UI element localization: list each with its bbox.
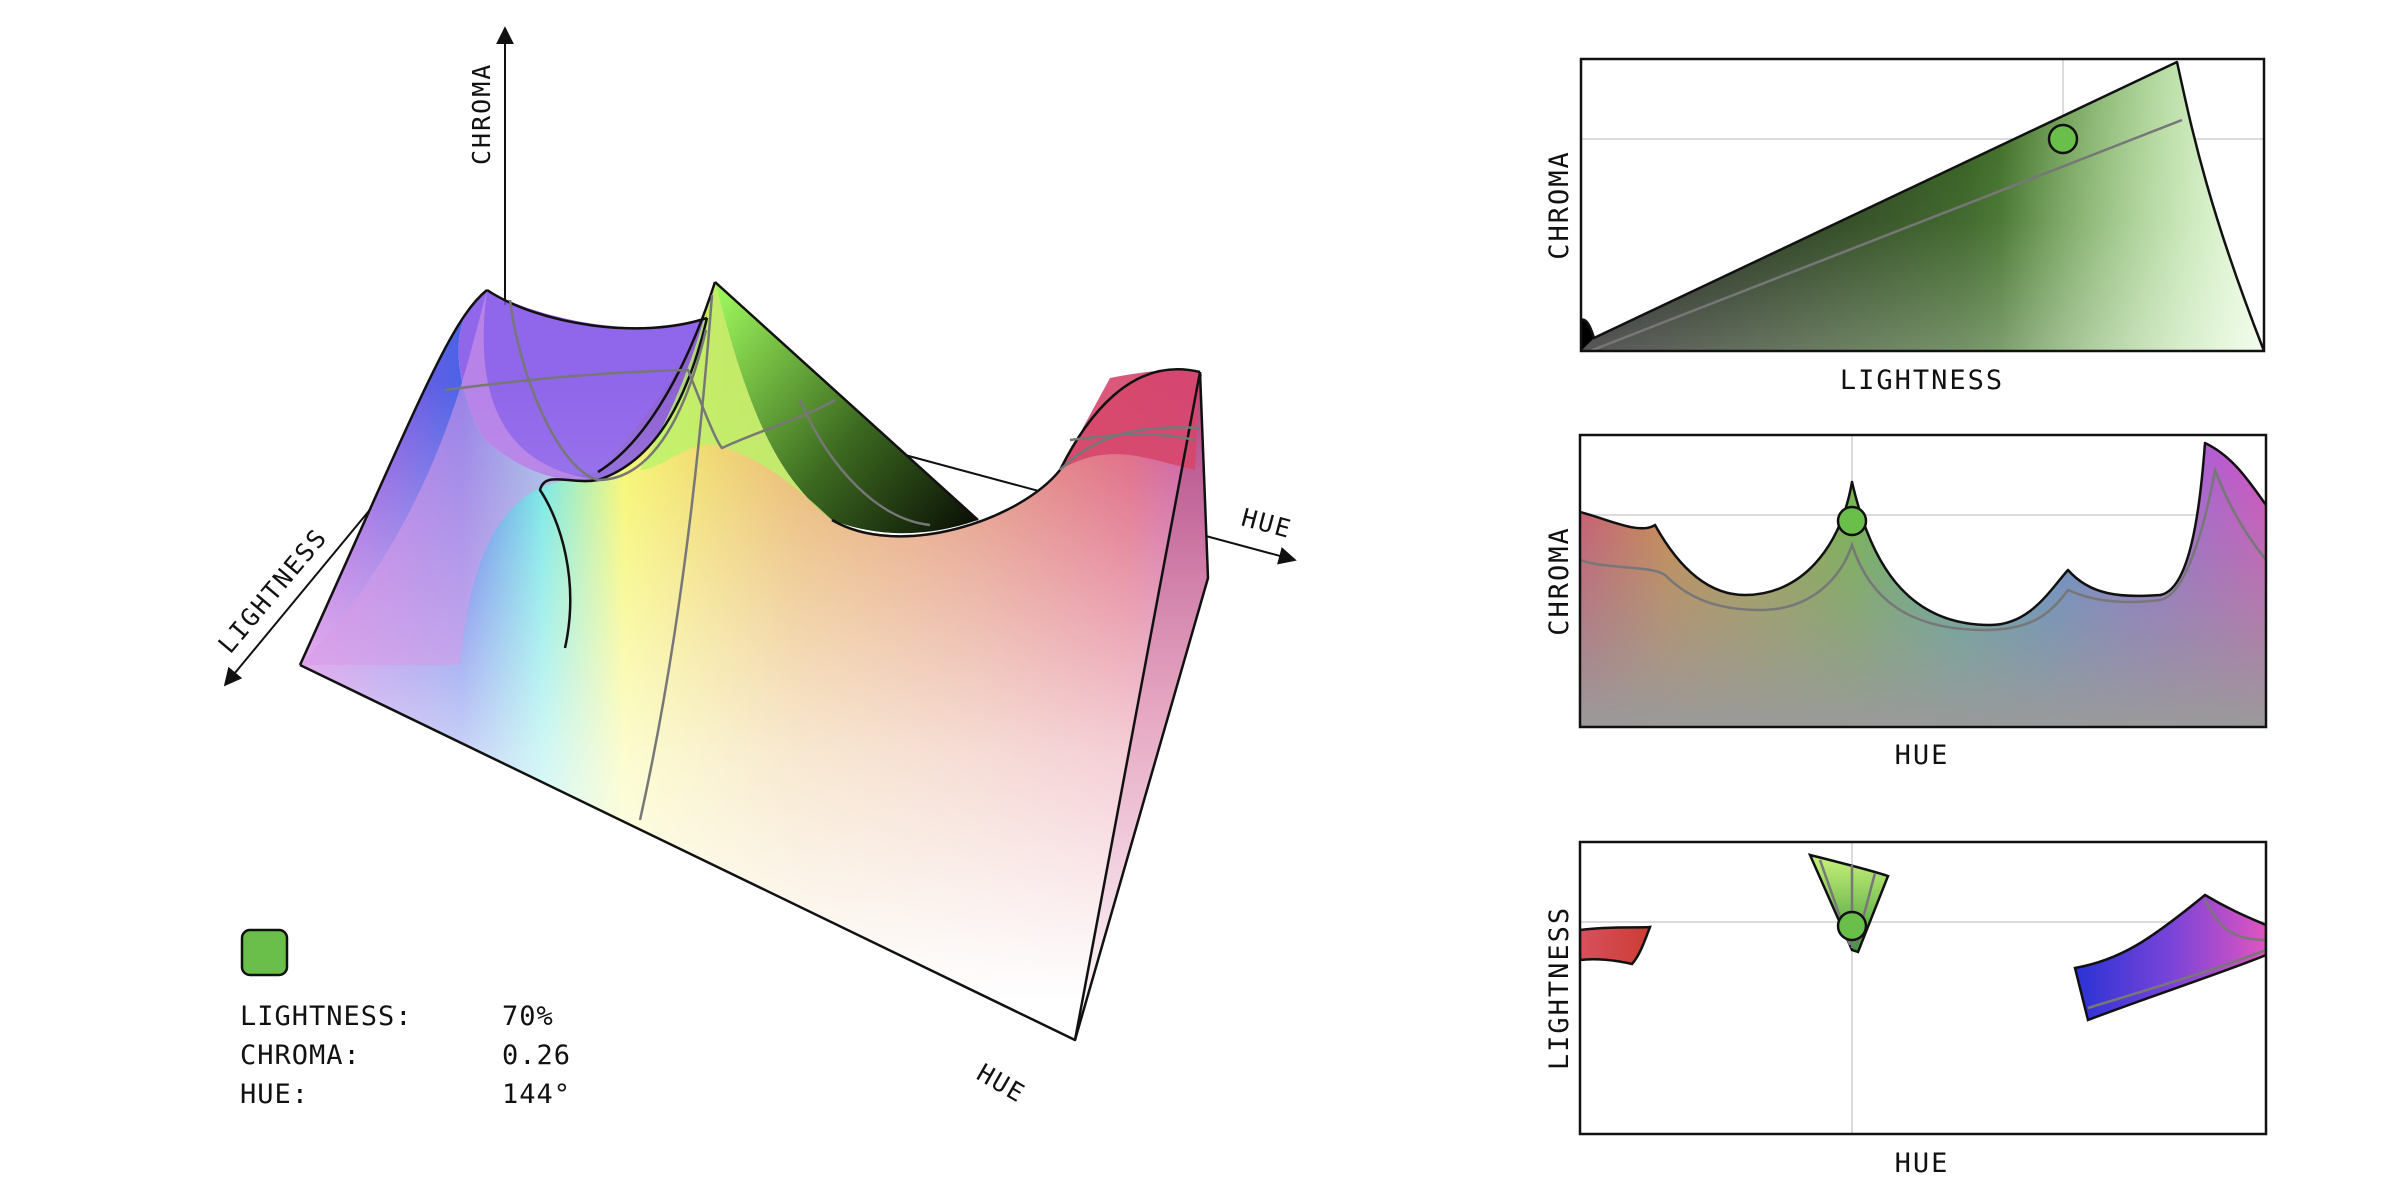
hue-readout-label: HUE:	[240, 1079, 309, 1110]
hue-axis-label-back: HUE	[1238, 503, 1295, 544]
hl-y-label: LIGHTNESS	[1544, 906, 1575, 1070]
chroma-readout-label: CHROMA:	[240, 1040, 361, 1071]
surface-green-crest	[715, 282, 978, 534]
hue-readout-value: 144°	[502, 1079, 571, 1110]
panel-hue-lightness[interactable]: HUE LIGHTNESS	[1544, 840, 2268, 1179]
hl-green-region	[1807, 853, 1890, 954]
lightness-readout-value: 70%	[502, 1001, 554, 1032]
surface-right-side	[1075, 372, 1208, 1040]
selected-color-readout: LIGHTNESS: 70% CHROMA: 0.26 HUE: 144°	[240, 928, 571, 1110]
hc-y-label: CHROMA	[1544, 526, 1575, 636]
chroma-readout-value: 0.26	[502, 1040, 571, 1071]
lc-y-label: CHROMA	[1544, 150, 1575, 260]
chroma-axis-label: CHROMA	[467, 63, 496, 165]
hl-frame	[1578, 840, 2268, 1136]
lightness-readout-label: LIGHTNESS:	[240, 1001, 413, 1032]
hc-frame	[1578, 433, 2268, 729]
hc-marker[interactable]	[1836, 505, 1868, 537]
lc-marker[interactable]	[2047, 123, 2079, 155]
lc-frame	[1579, 57, 2266, 353]
hl-red-region	[1580, 925, 1652, 966]
hl-x-label: HUE	[1895, 1148, 1950, 1179]
panel-lightness-chroma[interactable]: LIGHTNESS CHROMA	[1544, 57, 2266, 396]
lc-x-label: LIGHTNESS	[1840, 365, 2004, 396]
hl-purple-region	[2073, 893, 2266, 1022]
selected-color-swatch	[240, 928, 289, 977]
hue-axis-label-front: HUE	[972, 1058, 1031, 1109]
hl-marker[interactable]	[1836, 910, 1868, 942]
hc-x-label: HUE	[1895, 740, 1950, 771]
panel-hue-chroma[interactable]: HUE CHROMA	[1544, 433, 2268, 771]
surface-3d: CHROMA LIGHTNESS HUE HUE	[212, 26, 1297, 1109]
